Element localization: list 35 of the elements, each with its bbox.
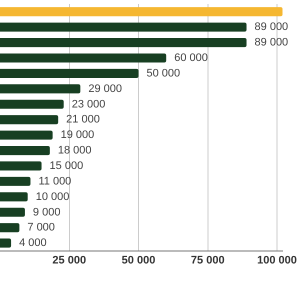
data-label: 89 000 (254, 36, 288, 49)
data-label: 4 000 (19, 237, 47, 250)
data-label: 9 000 (32, 206, 60, 218)
bar (0, 176, 30, 186)
bar (0, 238, 12, 248)
bar (0, 115, 58, 124)
bar (0, 7, 283, 16)
x-tick-label: 100 000 (257, 254, 297, 266)
bar (0, 161, 42, 171)
data-label: 29 000 (88, 82, 122, 95)
x-tick-label: 25 000 (52, 254, 86, 266)
data-label: 60 000 (174, 52, 208, 64)
bar (0, 130, 53, 140)
bar (0, 223, 20, 232)
data-label: 18 000 (58, 144, 92, 157)
data-label: 15 000 (50, 160, 84, 172)
bar (0, 22, 247, 32)
data-label: 19 000 (60, 129, 94, 142)
bar (0, 208, 25, 217)
bar (0, 84, 80, 94)
bar (0, 68, 138, 78)
data-label: 10 000 (36, 190, 70, 203)
bar (0, 100, 64, 109)
data-label: 11 000 (38, 175, 72, 188)
x-tick-label: 75 000 (190, 254, 225, 266)
data-label: 89 000 (254, 21, 288, 34)
data-label: 23 000 (72, 98, 106, 110)
data-label: 21 000 (66, 114, 100, 126)
data-label: 7 000 (27, 222, 55, 234)
bar (0, 53, 166, 63)
data-label: 50 000 (146, 67, 180, 80)
bar (0, 38, 247, 48)
bar (0, 146, 50, 156)
x-tick-label: 50 000 (122, 254, 156, 266)
bar (0, 192, 28, 202)
